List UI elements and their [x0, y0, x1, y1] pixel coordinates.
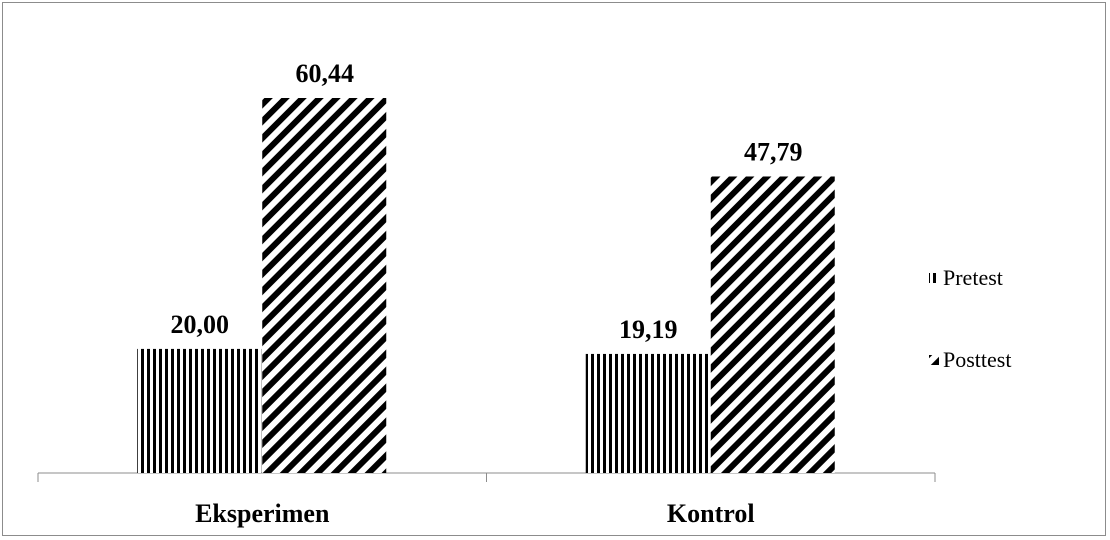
legend-swatch-pretest — [929, 273, 939, 283]
data-label-posttest-eksperimen: 60,44 — [296, 59, 355, 88]
bar-chart: 20,00 60,44 Eksperimen 19,19 47,79 Kontrol Pr… — [37, 59, 1011, 528]
bar-posttest-eksperimen — [262, 98, 387, 473]
category-label-kontrol: Kontrol — [667, 499, 755, 528]
legend-swatch-posttest — [929, 355, 939, 365]
legend-label-posttest: Posttest — [943, 347, 1011, 372]
data-label-pretest-kontrol: 19,19 — [619, 315, 678, 344]
data-label-posttest-kontrol: 47,79 — [744, 137, 803, 166]
bar-posttest-kontrol — [710, 176, 835, 473]
category-label-eksperimen: Eksperimen — [195, 499, 330, 528]
data-label-pretest-eksperimen: 20,00 — [171, 310, 230, 339]
bar-pretest-eksperimen — [137, 348, 262, 473]
bar-pretest-kontrol — [585, 353, 710, 473]
legend-label-pretest: Pretest — [943, 265, 1003, 290]
